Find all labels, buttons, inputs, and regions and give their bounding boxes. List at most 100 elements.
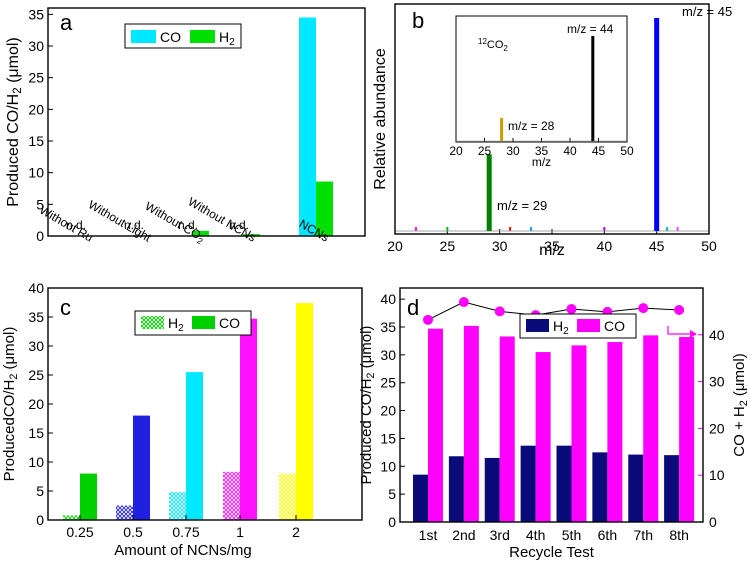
- inset-x-tick-label: 45: [592, 144, 606, 158]
- x-tick-label: 20: [387, 238, 403, 254]
- panel-d-y2label: CO + H2​ (μmol): [731, 353, 750, 456]
- x-tick-label: 5th: [562, 527, 581, 543]
- panel-c: c ProducedCO/H2​ (μmol) Amount of NCNs/mg 0…: [1, 295, 313, 559]
- panel-c-y-axis: 0 5 10 15 20 25 30 35 40: [28, 280, 53, 528]
- y2-tick-label: 30: [709, 374, 725, 390]
- sum-point-0: [423, 314, 433, 325]
- y-tick-label: 15: [380, 430, 396, 446]
- y-tick-label: 35: [28, 6, 44, 22]
- inset-xlabel: m/z: [532, 155, 551, 169]
- sum-point-7: [674, 304, 685, 315]
- legend-swatch-co: [577, 319, 600, 332]
- panel-c-ylabel: ProducedCO/H2​ (μmol): [1, 327, 20, 482]
- y-tick-label: 25: [380, 375, 396, 391]
- inset-peak-label-44: m/z = 44: [567, 22, 614, 36]
- bar-co-0: [428, 328, 443, 522]
- y-tick-label: 10: [28, 165, 44, 181]
- peak-label-45: m/z = 45: [682, 4, 732, 19]
- panel-d-y-axis: 0 5 10 15 20 25 30 35 40: [380, 291, 405, 530]
- y2-tick-label: 40: [709, 327, 725, 343]
- y-tick-label: 20: [28, 396, 44, 412]
- peak-label-29: m/z = 29: [497, 198, 547, 213]
- peak-45: [654, 18, 660, 231]
- sum-point-1: [458, 297, 469, 308]
- x-tick-label: 1st: [419, 527, 438, 543]
- bar-co-3: [535, 352, 551, 522]
- bar-co-6: [643, 335, 659, 522]
- legend-label-h2: H2​: [219, 29, 235, 48]
- y-tick-label: 5: [36, 196, 44, 212]
- y-tick-label: 10: [380, 458, 396, 474]
- x-tick-label: 2nd: [452, 527, 475, 543]
- bar-co-0: [80, 473, 97, 520]
- bar-h2-4: [316, 181, 333, 236]
- y-tick-label: 30: [28, 38, 44, 54]
- nd-label: n.d.: [178, 218, 198, 232]
- axis-arrow-head: [690, 330, 697, 338]
- y-tick-label: 40: [380, 291, 396, 307]
- inset-x-tick-label: 30: [506, 144, 520, 158]
- inset-peak-44: [591, 36, 595, 141]
- panel-a-y-axis: 0 5 10 15 20 25 30 35: [28, 6, 53, 244]
- panel-b-frame: [394, 3, 710, 235]
- bar-co-4: [571, 345, 587, 522]
- y-tick-label: 30: [28, 338, 44, 354]
- peak-29: [486, 154, 492, 231]
- bar-h2-3: [520, 445, 536, 522]
- panel-d-frame: [399, 287, 704, 523]
- x-tick-label: 0.5: [123, 524, 143, 540]
- panel-d-ylabel: Produced CO/H2​ (μmol): [358, 326, 377, 485]
- nd-label: n.d.: [229, 218, 249, 232]
- bar-h2-1: [116, 505, 133, 520]
- panel-b-letter: b: [412, 8, 424, 33]
- legend-label-h2: H2​: [553, 318, 569, 337]
- bar-h2-0: [63, 515, 80, 520]
- inset-peak-label-28: m/z = 28: [508, 119, 555, 133]
- y-tick-label: 10: [28, 454, 44, 470]
- bar-h2-4: [279, 473, 296, 520]
- inset-title: 12CO2: [478, 37, 508, 53]
- bar-co-1: [463, 325, 479, 522]
- bar-h2-2: [192, 230, 209, 236]
- bar-co-7: [679, 337, 695, 522]
- panel-d: 0 10 20 30 40 d Produced CO/H2​ (μmol) CO + H2​…: [358, 295, 750, 561]
- y2-tick-label: 10: [709, 467, 725, 483]
- panel-a-letter: a: [60, 10, 73, 35]
- y2-tick-label: 0: [709, 514, 717, 530]
- bar-co-4: [299, 17, 316, 236]
- x-tick-label: 0.75: [172, 524, 199, 540]
- panel-b-ylabel: Relative abundance: [372, 48, 389, 190]
- bar-h2-4: [556, 445, 572, 522]
- legend-label-co: CO: [604, 318, 625, 334]
- y2-tick-label: 20: [709, 420, 725, 436]
- panel-a-ylabel: Produced CO/H2​ (μmol): [5, 37, 24, 206]
- bar-h2-3: [243, 234, 260, 236]
- legend-label-h2: H2​: [168, 315, 184, 334]
- bar-co-2: [499, 336, 515, 522]
- panel-d-xlabel: Recycle Test: [509, 544, 595, 561]
- x-tick-label: 8th: [669, 527, 688, 543]
- inset-x-tick-label: 40: [563, 144, 577, 158]
- x-tick-label: 25: [440, 238, 456, 254]
- sum-point-4: [566, 304, 577, 315]
- legend-swatch-h2: [526, 319, 549, 332]
- panel-c-letter: c: [60, 295, 71, 320]
- y-tick-label: 15: [28, 425, 44, 441]
- panel-d-y2-axis: 0 10 20 30 40: [698, 327, 725, 530]
- y-tick-label: 5: [36, 483, 44, 499]
- y-tick-label: 30: [380, 347, 396, 363]
- inset-x-tick-label: 20: [449, 144, 463, 158]
- x-tick-label: 3rd: [490, 527, 510, 543]
- panel-c-xlabel: Amount of NCNs/mg: [114, 542, 252, 559]
- y-tick-label: 25: [28, 367, 44, 383]
- legend-swatch-h2: [190, 30, 215, 43]
- bar-h2-2: [484, 457, 500, 522]
- legend-label-co: CO: [160, 29, 181, 45]
- legend-swatch-co: [131, 30, 156, 43]
- axis-arrow: [667, 326, 690, 335]
- y-tick-label: 20: [380, 403, 396, 419]
- sum-line: [427, 301, 680, 321]
- bar-h2-6: [628, 454, 644, 522]
- y-tick-label: 0: [388, 514, 396, 530]
